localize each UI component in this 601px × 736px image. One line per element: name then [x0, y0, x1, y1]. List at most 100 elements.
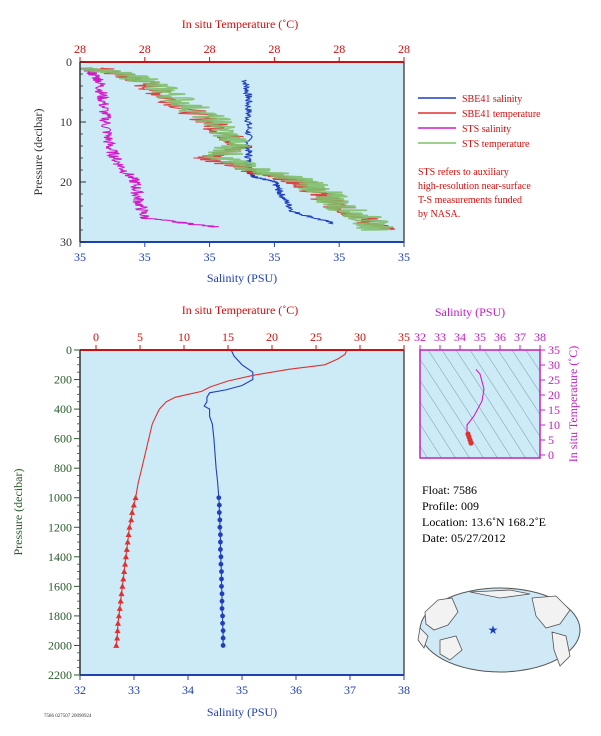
temperature-data-point [120, 575, 127, 582]
temperature-data-point [126, 524, 133, 530]
density-contour [497, 350, 540, 416]
float-id-text: Float: 7586 [422, 483, 477, 497]
sts-note: STS refers to auxiliary high-resolution … [418, 167, 531, 220]
salinity-data-point [220, 635, 226, 641]
salinity-data-point [220, 643, 226, 648]
main-panel-lines [113, 349, 348, 648]
main-pressure-tick-label: 200 [54, 373, 72, 387]
salinity-data-point [218, 539, 223, 545]
temperature-data-point [125, 531, 132, 538]
top-pressure-tick-label: 20 [60, 175, 72, 189]
top-salinity-tick-label: 35 [268, 250, 280, 264]
ts-temperature-tick-label: 20 [548, 388, 560, 402]
ts-salinity-tick-label: 32 [414, 330, 426, 344]
main-salinity-tick-label: 32 [74, 683, 86, 697]
top-panel-salinity-axis-title: Salinity (PSU) [207, 271, 277, 285]
top-panel-temperature-ticks: 28 28 28 28 28 28 [74, 42, 410, 62]
temperature-data-point [115, 620, 121, 626]
ts-salinity-tick-label: 34 [454, 330, 466, 344]
density-contour [511, 350, 540, 394]
ts-panel-plot [420, 350, 540, 458]
footer-code: 7586 027507 20090924 [44, 714, 92, 719]
salinity-data-point [218, 554, 224, 560]
top-panel-background [80, 62, 404, 242]
ts-panel-salinity-ticks: 32 33 34 35 36 37 38 [414, 330, 546, 350]
main-salinity-tick-label: 34 [182, 683, 194, 697]
main-pressure-tick-label: 600 [54, 432, 72, 446]
top-salinity-tick-label: 35 [333, 250, 345, 264]
salinity-data-point [219, 606, 225, 611]
temperature-data-point [116, 605, 123, 611]
temperature-data-point [114, 634, 121, 641]
world-map: ★ [417, 587, 581, 673]
ts-panel-temperature-axis-title: In situ Temperature (˚C) [566, 346, 580, 463]
top-panel-lines [79, 67, 396, 231]
density-contour [420, 358, 484, 458]
temperature-data-point [129, 509, 136, 515]
sts-note-line-1: STS refers to auxiliary [418, 167, 509, 178]
salinity-data-point [219, 576, 224, 582]
main-temperature-tick-label: 30 [354, 330, 366, 344]
density-contour [525, 350, 540, 372]
salinity-data-point [220, 620, 225, 626]
top-pressure-tick-label: 30 [60, 235, 72, 249]
main-panel-pressure-ticks: 0 200 400 600 800 1000 1200 1400 1600 1800 2000 220… [48, 343, 80, 682]
main-temperature-tick-label: 35 [398, 330, 410, 344]
map-land-arctic [469, 589, 531, 599]
top-salinity-tick-label: 35 [74, 250, 86, 264]
main-pressure-tick-label: 0 [66, 343, 72, 357]
top-temperature-tick-label: 28 [333, 42, 345, 56]
main-salinity-tick-label: 35 [236, 683, 248, 697]
top-salinity-tick-label: 35 [139, 250, 151, 264]
main-pressure-tick-label: 400 [54, 402, 72, 416]
top-panel-temperature-axis-title: In situ Temperature (˚C) [182, 17, 299, 31]
map-land-north-america [531, 595, 571, 629]
main-temperature-tick-label: 15 [222, 330, 234, 344]
temperature-data-point [124, 538, 131, 545]
sts-note-line-2: high-resolution near-surface [418, 181, 531, 192]
density-contour [469, 350, 540, 458]
temperature-data-point [122, 561, 129, 567]
ts-temperature-tick-label: 30 [548, 358, 560, 372]
salinity-data-point [217, 524, 223, 530]
temperature-data-point [114, 627, 121, 634]
ts-temperature-tick-label: 0 [548, 448, 554, 462]
map-land-asia [424, 597, 459, 631]
world-map-land [417, 589, 571, 667]
density-contour [455, 350, 526, 458]
main-pressure-tick-label: 1000 [48, 491, 72, 505]
salinity-data-point [216, 502, 222, 508]
temperature-data-point [119, 583, 126, 589]
top-temperature-tick-label: 28 [204, 42, 216, 56]
location-text: Location: 13.6˚N 168.2˚E [422, 515, 546, 529]
salinity-data-point [218, 547, 223, 552]
temperature-data-point [128, 516, 135, 523]
salinity-data-point [216, 495, 222, 501]
main-panel-salinity-ticks: 32 33 34 35 36 37 38 [74, 675, 410, 697]
float-location-marker: ★ [488, 623, 499, 637]
top-panel-pressure-axis-title: Pressure (decibar) [31, 109, 45, 196]
top-pressure-tick-label: 10 [60, 115, 72, 129]
temperature-data-point [118, 590, 125, 597]
sts-note-line-4: by NASA. [418, 209, 460, 220]
top-temperature-tick-label: 28 [398, 42, 410, 56]
temperature-data-point [113, 642, 120, 648]
main-salinity-tick-label: 36 [290, 683, 302, 697]
main-salinity-tick-label: 38 [398, 683, 410, 697]
top-temperature-tick-label: 28 [139, 42, 151, 56]
main-salinity-tick-label: 37 [344, 683, 356, 697]
top-pressure-tick-label: 0 [66, 55, 72, 69]
main-pressure-tick-label: 1200 [48, 520, 72, 534]
ts-salinity-tick-label: 36 [494, 330, 506, 344]
main-temperature-tick-label: 25 [310, 330, 322, 344]
salinity-data-point [219, 569, 224, 574]
ts-deep-point [468, 440, 474, 446]
map-land-africa-edge [417, 627, 429, 649]
main-pressure-tick-label: 2000 [48, 638, 72, 652]
salinity-data-point [220, 613, 225, 619]
ts-salinity-tick-label: 37 [514, 330, 526, 344]
salinity-data-point [218, 561, 224, 567]
main-temperature-tick-label: 10 [178, 330, 190, 344]
main-panel: In situ Temperature (˚C) 0 5 10 15 20 25 30 35 … [11, 303, 410, 719]
